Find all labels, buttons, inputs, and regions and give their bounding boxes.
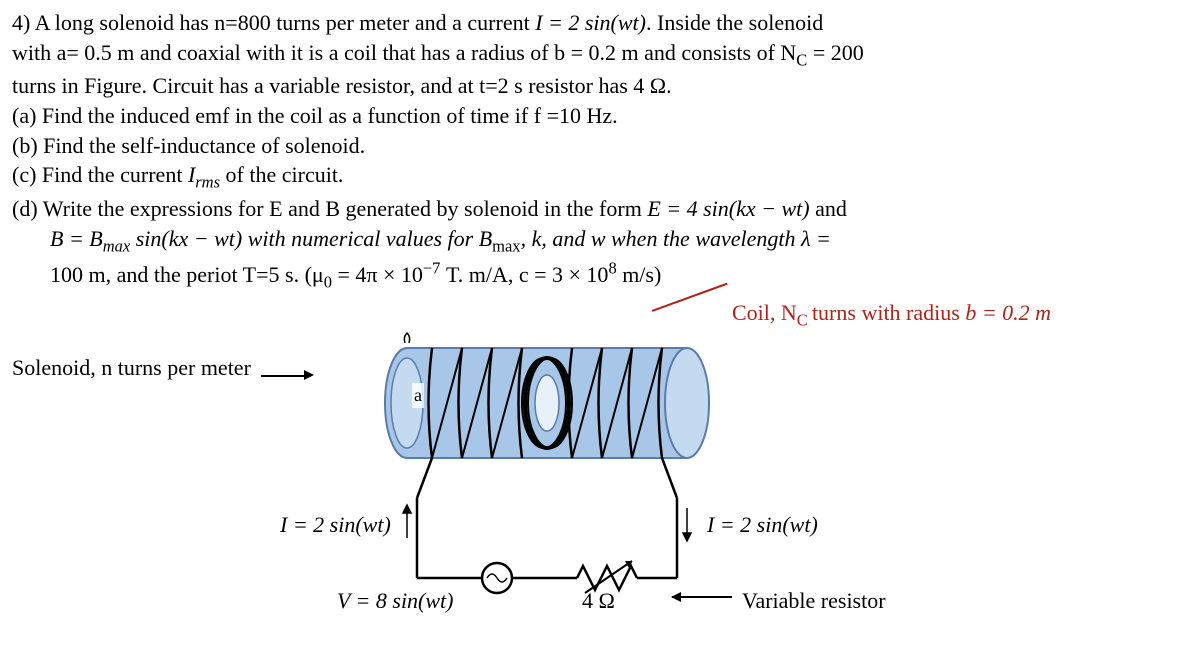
part-a: (a) Find the induced emf in the coil as … (12, 101, 1188, 131)
coil-label: Coil, NC turns with radius b = 0.2 m (732, 298, 1051, 332)
intro-text: A long solenoid has n=800 turns per mete… (35, 10, 536, 35)
part-d: (d) Write the expressions for E and B ge… (12, 194, 1188, 293)
variable-resistor-label: Variable resistor (742, 586, 886, 616)
part-c: (c) Find the current Irms of the circuit… (12, 160, 1188, 194)
arrow-left-icon (672, 596, 732, 598)
solenoid-label: Solenoid, n turns per meter (12, 353, 256, 383)
radius-a-label: a (412, 383, 424, 407)
voltage-label: V = 8 sin(wt) (337, 586, 454, 616)
current-left-label: I = 2 sin(wt) (280, 510, 391, 540)
part-b: (b) Find the self-inductance of solenoid… (12, 131, 1188, 161)
current-right-label: I = 2 sin(wt) (707, 510, 818, 540)
line2-end: = 200 (807, 40, 863, 65)
line3: turns in Figure. Circuit has a variable … (12, 73, 672, 98)
problem-number: 4) (12, 10, 30, 35)
current-expression: I = 2 sin(wt) (535, 10, 646, 35)
line2-start: with a= 0.5 m and coaxial with it is a c… (12, 40, 796, 65)
intro-cont: . Inside the solenoid (646, 10, 823, 35)
problem-statement: 4) A long solenoid has n=800 turns per m… (12, 8, 1188, 101)
solenoid-diagram (377, 323, 717, 498)
figure: Coil, NC turns with radius b = 0.2 m Sol… (12, 298, 1188, 638)
resistor-value-label: 4 Ω (582, 586, 615, 616)
nc-subscript: C (796, 50, 807, 69)
